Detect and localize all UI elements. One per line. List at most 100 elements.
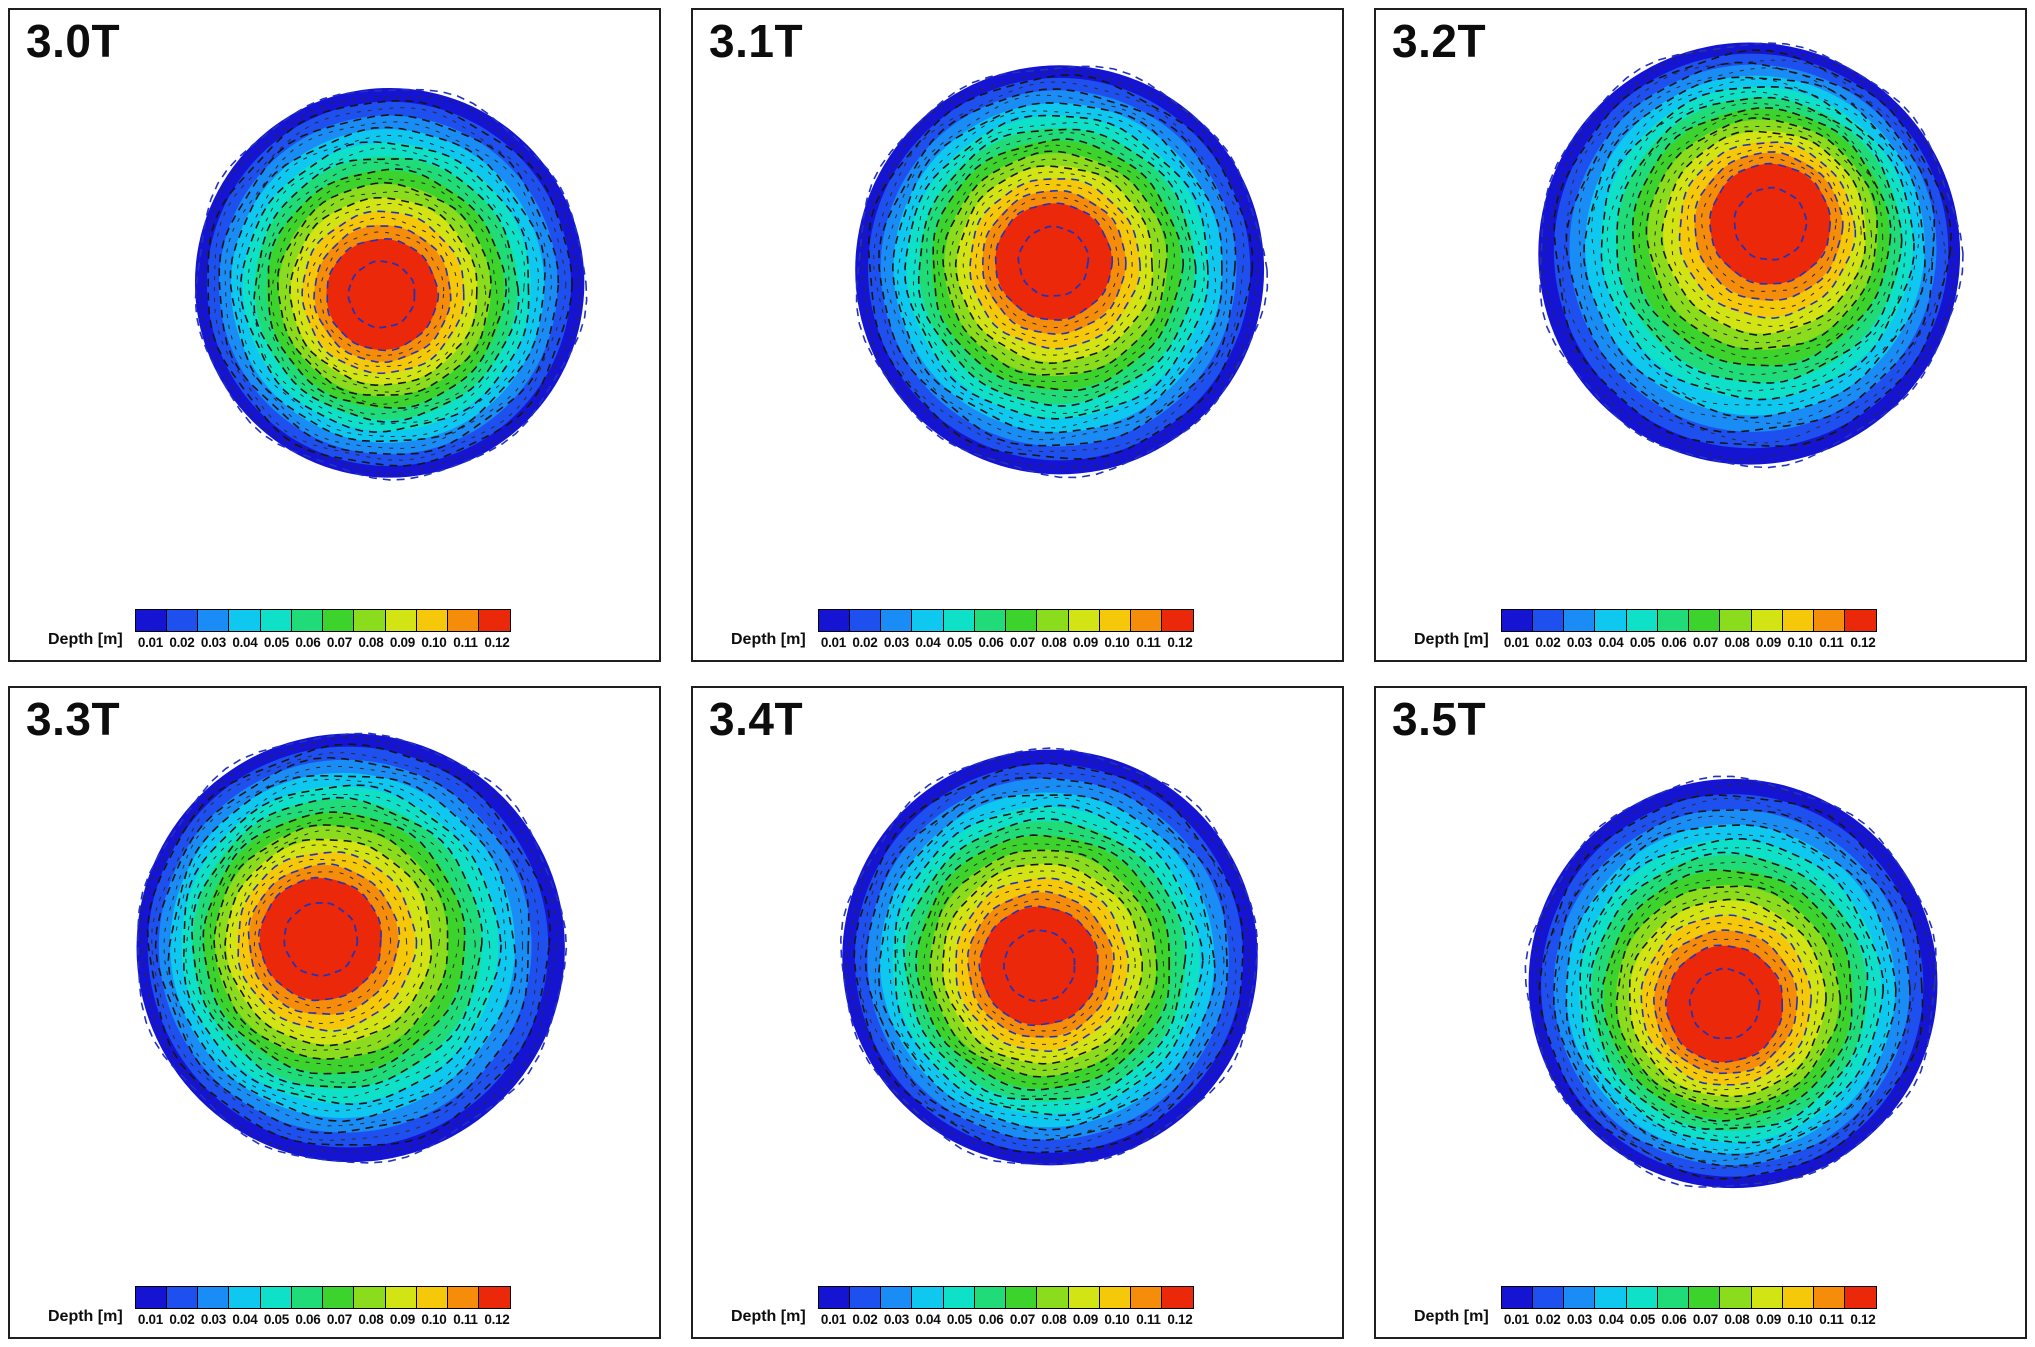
contour-line-major (146, 742, 551, 1146)
contour-line-minor (961, 884, 1122, 1045)
colorbar-cell (1719, 1287, 1751, 1308)
contour-plot (839, 746, 1259, 1165)
colorbar-tick: 0.07 (1692, 1312, 1718, 1327)
contour-line-major (218, 114, 560, 456)
colorbar-cell (1625, 609, 1657, 631)
colorbar-ticks: 0.01 0.02 0.03 0.04 0.05 0.06 0.07 0.08 0.09 0.10… (1501, 635, 1879, 650)
contour-line-major (326, 237, 440, 352)
contour-plot (194, 87, 588, 481)
colorbar-cell (353, 1287, 385, 1308)
colorbar-tick: 0.10 (1104, 634, 1130, 650)
contour-line-major (1538, 793, 1924, 1180)
colorbar-tick: 0.11 (1819, 1312, 1844, 1327)
colorbar-cell (1688, 609, 1720, 631)
colorbar-cell (1719, 609, 1751, 631)
colorbar-tick: 0.06 (978, 634, 1004, 650)
colorbar-tick: 0.11 (453, 1312, 478, 1327)
contour-line-major (1631, 106, 1892, 367)
colorbar-ticks: 0.01 0.02 0.03 0.04 0.05 0.06 0.07 0.08 0.09 0.10… (818, 635, 1196, 650)
contour-line-major (237, 850, 418, 1032)
contour-line-major (137, 732, 568, 1164)
colorbar-tick: 0.02 (1535, 1312, 1561, 1327)
colorbar-tick: 0.03 (883, 1312, 909, 1327)
colorbar-body: 0.01 0.02 0.03 0.04 0.05 0.06 0.07 0.08 0.09 0.10… (817, 608, 1196, 650)
colorbar-label: Depth [m] (48, 630, 123, 648)
colorbar-cell (197, 609, 229, 631)
contour-line-minor (1654, 125, 1873, 344)
contour-band (326, 238, 438, 350)
colorbar-cell (384, 1287, 416, 1308)
contour-line-major (994, 202, 1114, 321)
contour-line-major (167, 774, 517, 1122)
contour-line-major (207, 99, 574, 467)
colorbar-tick: 0.10 (1104, 1312, 1130, 1327)
contour-line-minor (1591, 78, 1920, 406)
colorbar-cell (447, 1287, 479, 1308)
contour-line-major (941, 150, 1168, 376)
colorbar-segments (1500, 608, 1877, 632)
colorbar-ticks: 0.01 0.02 0.03 0.04 0.05 0.06 0.07 0.08 0.09 0.10… (818, 1312, 1196, 1327)
colorbar-segments (1500, 1286, 1877, 1309)
contour-line-major (1615, 884, 1842, 1111)
contour-line-major (966, 889, 1115, 1038)
colorbar-cell (973, 609, 1006, 631)
colorbar-ticks: 0.01 0.02 0.03 0.04 0.05 0.06 0.07 0.08 0.09 0.10… (135, 1312, 513, 1327)
colorbar-tick: 0.01 (1503, 634, 1529, 650)
colorbar-segments (134, 1286, 511, 1309)
contour-line-minor (163, 765, 524, 1126)
colorbar-cell (818, 609, 849, 631)
contour-line-minor (883, 94, 1228, 441)
colorbar-tick: 0.08 (358, 1312, 384, 1327)
contour-line-core (283, 901, 359, 977)
contour-line-minor (307, 216, 459, 367)
colorbar-tick: 0.05 (946, 634, 972, 650)
contour-line-major (1600, 868, 1853, 1122)
contour-line-minor (1606, 91, 1907, 392)
contour-line-minor (897, 110, 1216, 429)
colorbar-tick: 0.05 (946, 1312, 972, 1327)
colorbar-cell (228, 609, 260, 631)
contour-line-minor (1623, 102, 1896, 376)
contour-line-minor (973, 897, 1108, 1032)
contour-line-major (868, 74, 1254, 460)
contour-line-major (1600, 85, 1915, 401)
colorbar-cell (1130, 1287, 1162, 1308)
contour-line-minor (1544, 797, 1918, 1169)
contour-line-minor (296, 202, 473, 380)
contour-plot (1538, 42, 1964, 469)
colorbar-cell (384, 609, 416, 631)
colorbar-tick: 0.06 (978, 1312, 1004, 1327)
colorbar-cell (1036, 609, 1068, 631)
contour-line-major (969, 178, 1142, 350)
contour-line-minor (1633, 905, 1819, 1091)
contour-line-core (1017, 225, 1090, 297)
contour-line-minor (1570, 832, 1890, 1151)
colorbar-cell (1036, 1287, 1068, 1308)
colorbar-tick: 0.03 (200, 634, 226, 650)
colorbar-cell (259, 1287, 291, 1308)
colorbar-cell (1625, 1287, 1657, 1308)
contour-line-minor (873, 81, 1245, 453)
colorbar-cell (135, 1287, 166, 1308)
colorbar: Depth [m] 0.01 0.02 0.03 0.04 0.05 0.06 0.07 0.… (48, 608, 513, 650)
contour-line-major (891, 102, 1223, 434)
colorbar-cell (1844, 1287, 1876, 1308)
contour-line-major (1664, 944, 1784, 1063)
contour-plot (1524, 775, 1938, 1188)
colorbar-tick: 0.02 (169, 634, 195, 650)
colorbar-cell (353, 609, 385, 631)
colorbar-cell (1098, 1287, 1131, 1308)
colorbar-body: 0.01 0.02 0.03 0.04 0.05 0.06 0.07 0.08 0.09 0.10… (134, 1286, 513, 1327)
colorbar-cell (1688, 1287, 1720, 1308)
colorbar-tick: 0.06 (295, 634, 321, 650)
colorbar-cell (942, 1287, 974, 1308)
contour-line-major (941, 862, 1144, 1065)
colorbar-tick: 0.11 (1136, 1312, 1161, 1327)
contour-line-major (1628, 897, 1827, 1097)
panel-title: 3.2T (1392, 15, 1487, 67)
colorbar-tick: 0.02 (852, 1312, 878, 1327)
panel-title: 3.3T (26, 692, 121, 745)
contour-line-core (1002, 928, 1076, 1002)
contour-line-major (1653, 928, 1798, 1074)
colorbar-cell (1656, 1287, 1689, 1308)
